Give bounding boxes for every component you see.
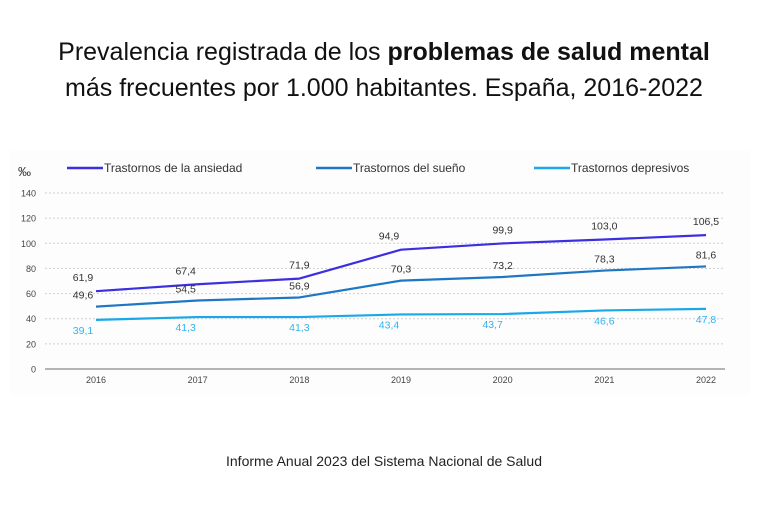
legend-label: Trastornos depresivos bbox=[571, 161, 689, 175]
series-line bbox=[95, 265, 707, 308]
data-label: 70,3 bbox=[391, 264, 412, 276]
data-label: 41,3 bbox=[289, 322, 310, 334]
legend-label: Trastornos del sueño bbox=[353, 161, 466, 175]
legend-label: Trastornos de la ansiedad bbox=[104, 161, 242, 175]
data-label: 99,9 bbox=[492, 224, 513, 236]
x-tick-label: 2019 bbox=[391, 375, 411, 385]
data-label: 61,9 bbox=[73, 272, 94, 284]
data-label: 67,4 bbox=[175, 265, 196, 277]
title-part1: Prevalencia registrada de los bbox=[58, 38, 388, 66]
y-axis-unit-label: ‰ bbox=[18, 164, 31, 179]
x-tick-label: 2018 bbox=[289, 375, 309, 385]
data-label: 46,6 bbox=[594, 315, 615, 327]
x-tick-label: 2020 bbox=[493, 375, 513, 385]
series-line bbox=[95, 307, 707, 321]
data-label: 47,8 bbox=[696, 314, 717, 326]
data-label: 54,5 bbox=[175, 283, 196, 295]
x-tick-label: 2022 bbox=[696, 375, 716, 385]
data-label: 43,7 bbox=[482, 319, 503, 331]
data-label: 39,1 bbox=[73, 325, 94, 337]
data-label: 56,9 bbox=[289, 280, 310, 292]
data-label: 106,5 bbox=[693, 216, 719, 228]
data-label: 71,9 bbox=[289, 260, 310, 272]
title-line2: más frecuentes por 1.000 habitantes. Esp… bbox=[65, 74, 703, 102]
x-tick-label: 2016 bbox=[86, 375, 106, 385]
data-label: 49,6 bbox=[73, 290, 94, 302]
y-tick-label: 120 bbox=[21, 214, 36, 224]
y-tick-label: 80 bbox=[26, 264, 36, 274]
y-tick-label: 20 bbox=[26, 339, 36, 349]
data-label: 73,2 bbox=[492, 260, 513, 272]
y-tick-label: 0 bbox=[31, 365, 36, 375]
series-line bbox=[95, 234, 707, 293]
data-label: 43,4 bbox=[379, 319, 400, 331]
title-bold: problemas de salud mental bbox=[387, 38, 710, 66]
y-tick-label: 60 bbox=[26, 289, 36, 299]
y-tick-label: 140 bbox=[21, 189, 36, 199]
data-label: 41,3 bbox=[175, 322, 196, 334]
data-label: 103,0 bbox=[591, 221, 617, 233]
source-caption: Informe Anual 2023 del Sistema Nacional … bbox=[226, 453, 542, 469]
data-label: 78,3 bbox=[594, 254, 615, 266]
chart-panel bbox=[10, 150, 750, 395]
y-tick-label: 40 bbox=[26, 314, 36, 324]
x-tick-label: 2017 bbox=[188, 375, 208, 385]
y-tick-label: 100 bbox=[21, 239, 36, 249]
x-tick-label: 2021 bbox=[594, 375, 614, 385]
data-label: 81,6 bbox=[696, 249, 717, 261]
data-label: 94,9 bbox=[379, 231, 400, 243]
chart-title: Prevalencia registrada de los problemas … bbox=[0, 34, 768, 106]
